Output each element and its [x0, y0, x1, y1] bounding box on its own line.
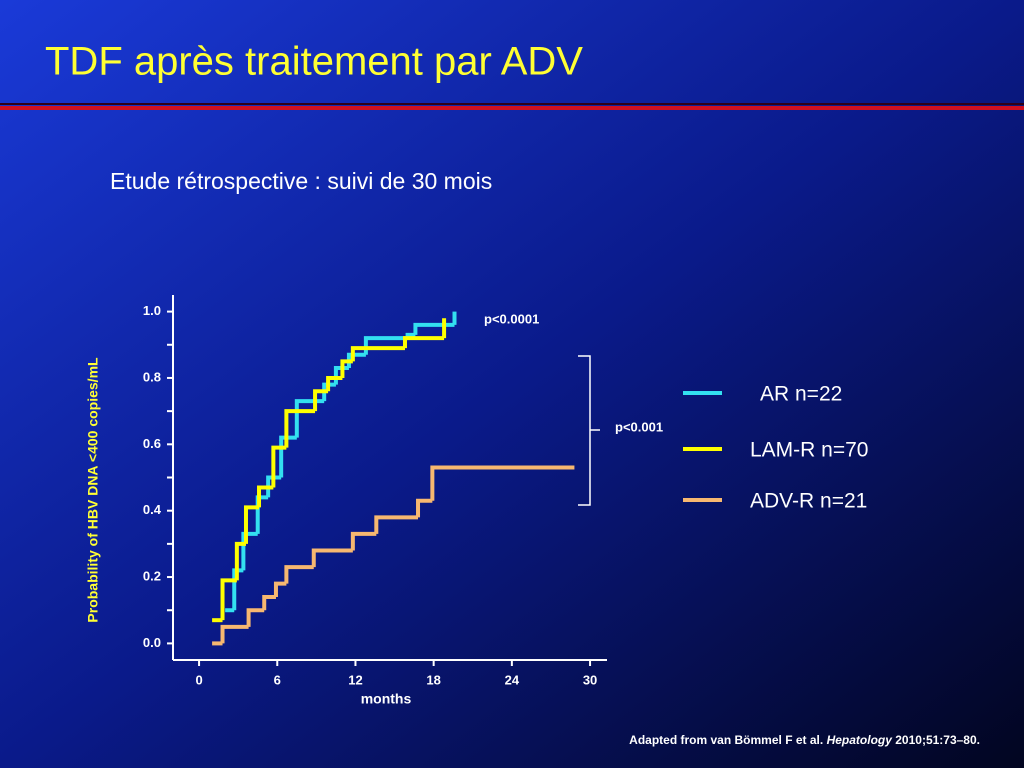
citation-suffix: 2010;51:73–80. [895, 733, 980, 747]
step [413, 322, 455, 335]
y-tick-label: 0.8 [143, 369, 161, 384]
step [311, 548, 353, 568]
step [313, 389, 329, 412]
step [340, 359, 353, 378]
x-tick-label: 12 [348, 672, 362, 687]
citation: Adapted from van Bömmel F et al. Hepatol… [629, 733, 980, 747]
step [234, 541, 246, 581]
step [350, 531, 377, 551]
y-tick-label: 1.0 [143, 303, 161, 318]
step [322, 382, 336, 402]
step [279, 435, 297, 478]
y-tick-label: 0.6 [143, 436, 161, 451]
y-tick-label: 0.2 [143, 568, 161, 583]
step [241, 531, 258, 571]
x-axis-label: months [361, 691, 412, 707]
y-tick-label: 0.0 [143, 635, 161, 650]
step [284, 565, 314, 584]
annotation: p<0.0001 [484, 311, 539, 326]
legend-label: ADV-R n=21 [750, 490, 867, 513]
x-tick-label: 0 [195, 672, 202, 687]
legend-label: AR n=22 [760, 383, 842, 406]
step [220, 578, 237, 621]
step [246, 608, 265, 627]
title: TDF après traitement par ADV [45, 40, 583, 84]
citation-prefix: Adapted from van Bömmel F et al. [629, 733, 823, 747]
step [346, 352, 366, 368]
step [350, 346, 405, 362]
x-tick-label: 24 [505, 672, 520, 687]
subtitle: Etude rétrospective : suivi de 30 mois [110, 168, 492, 194]
step [243, 505, 260, 544]
step [266, 475, 282, 498]
y-tick-label: 0.4 [143, 502, 162, 517]
y-axis-label: Probability of HBV DNA <400 copies/mL [85, 357, 101, 623]
step [284, 409, 316, 448]
annotation: p<0.001 [615, 419, 663, 434]
step [402, 336, 445, 349]
step [416, 498, 433, 518]
step [326, 375, 343, 392]
step [257, 485, 274, 508]
x-tick-label: 30 [583, 672, 597, 687]
legend-label: LAM-R n=70 [750, 439, 868, 462]
x-tick-label: 18 [426, 672, 440, 687]
step [273, 581, 287, 597]
step [220, 624, 249, 644]
x-tick-label: 6 [274, 672, 281, 687]
step [430, 465, 575, 501]
citation-journal: Hepatology [827, 733, 894, 747]
step [262, 594, 276, 611]
step [271, 445, 287, 488]
step [374, 515, 419, 534]
step [232, 568, 244, 611]
